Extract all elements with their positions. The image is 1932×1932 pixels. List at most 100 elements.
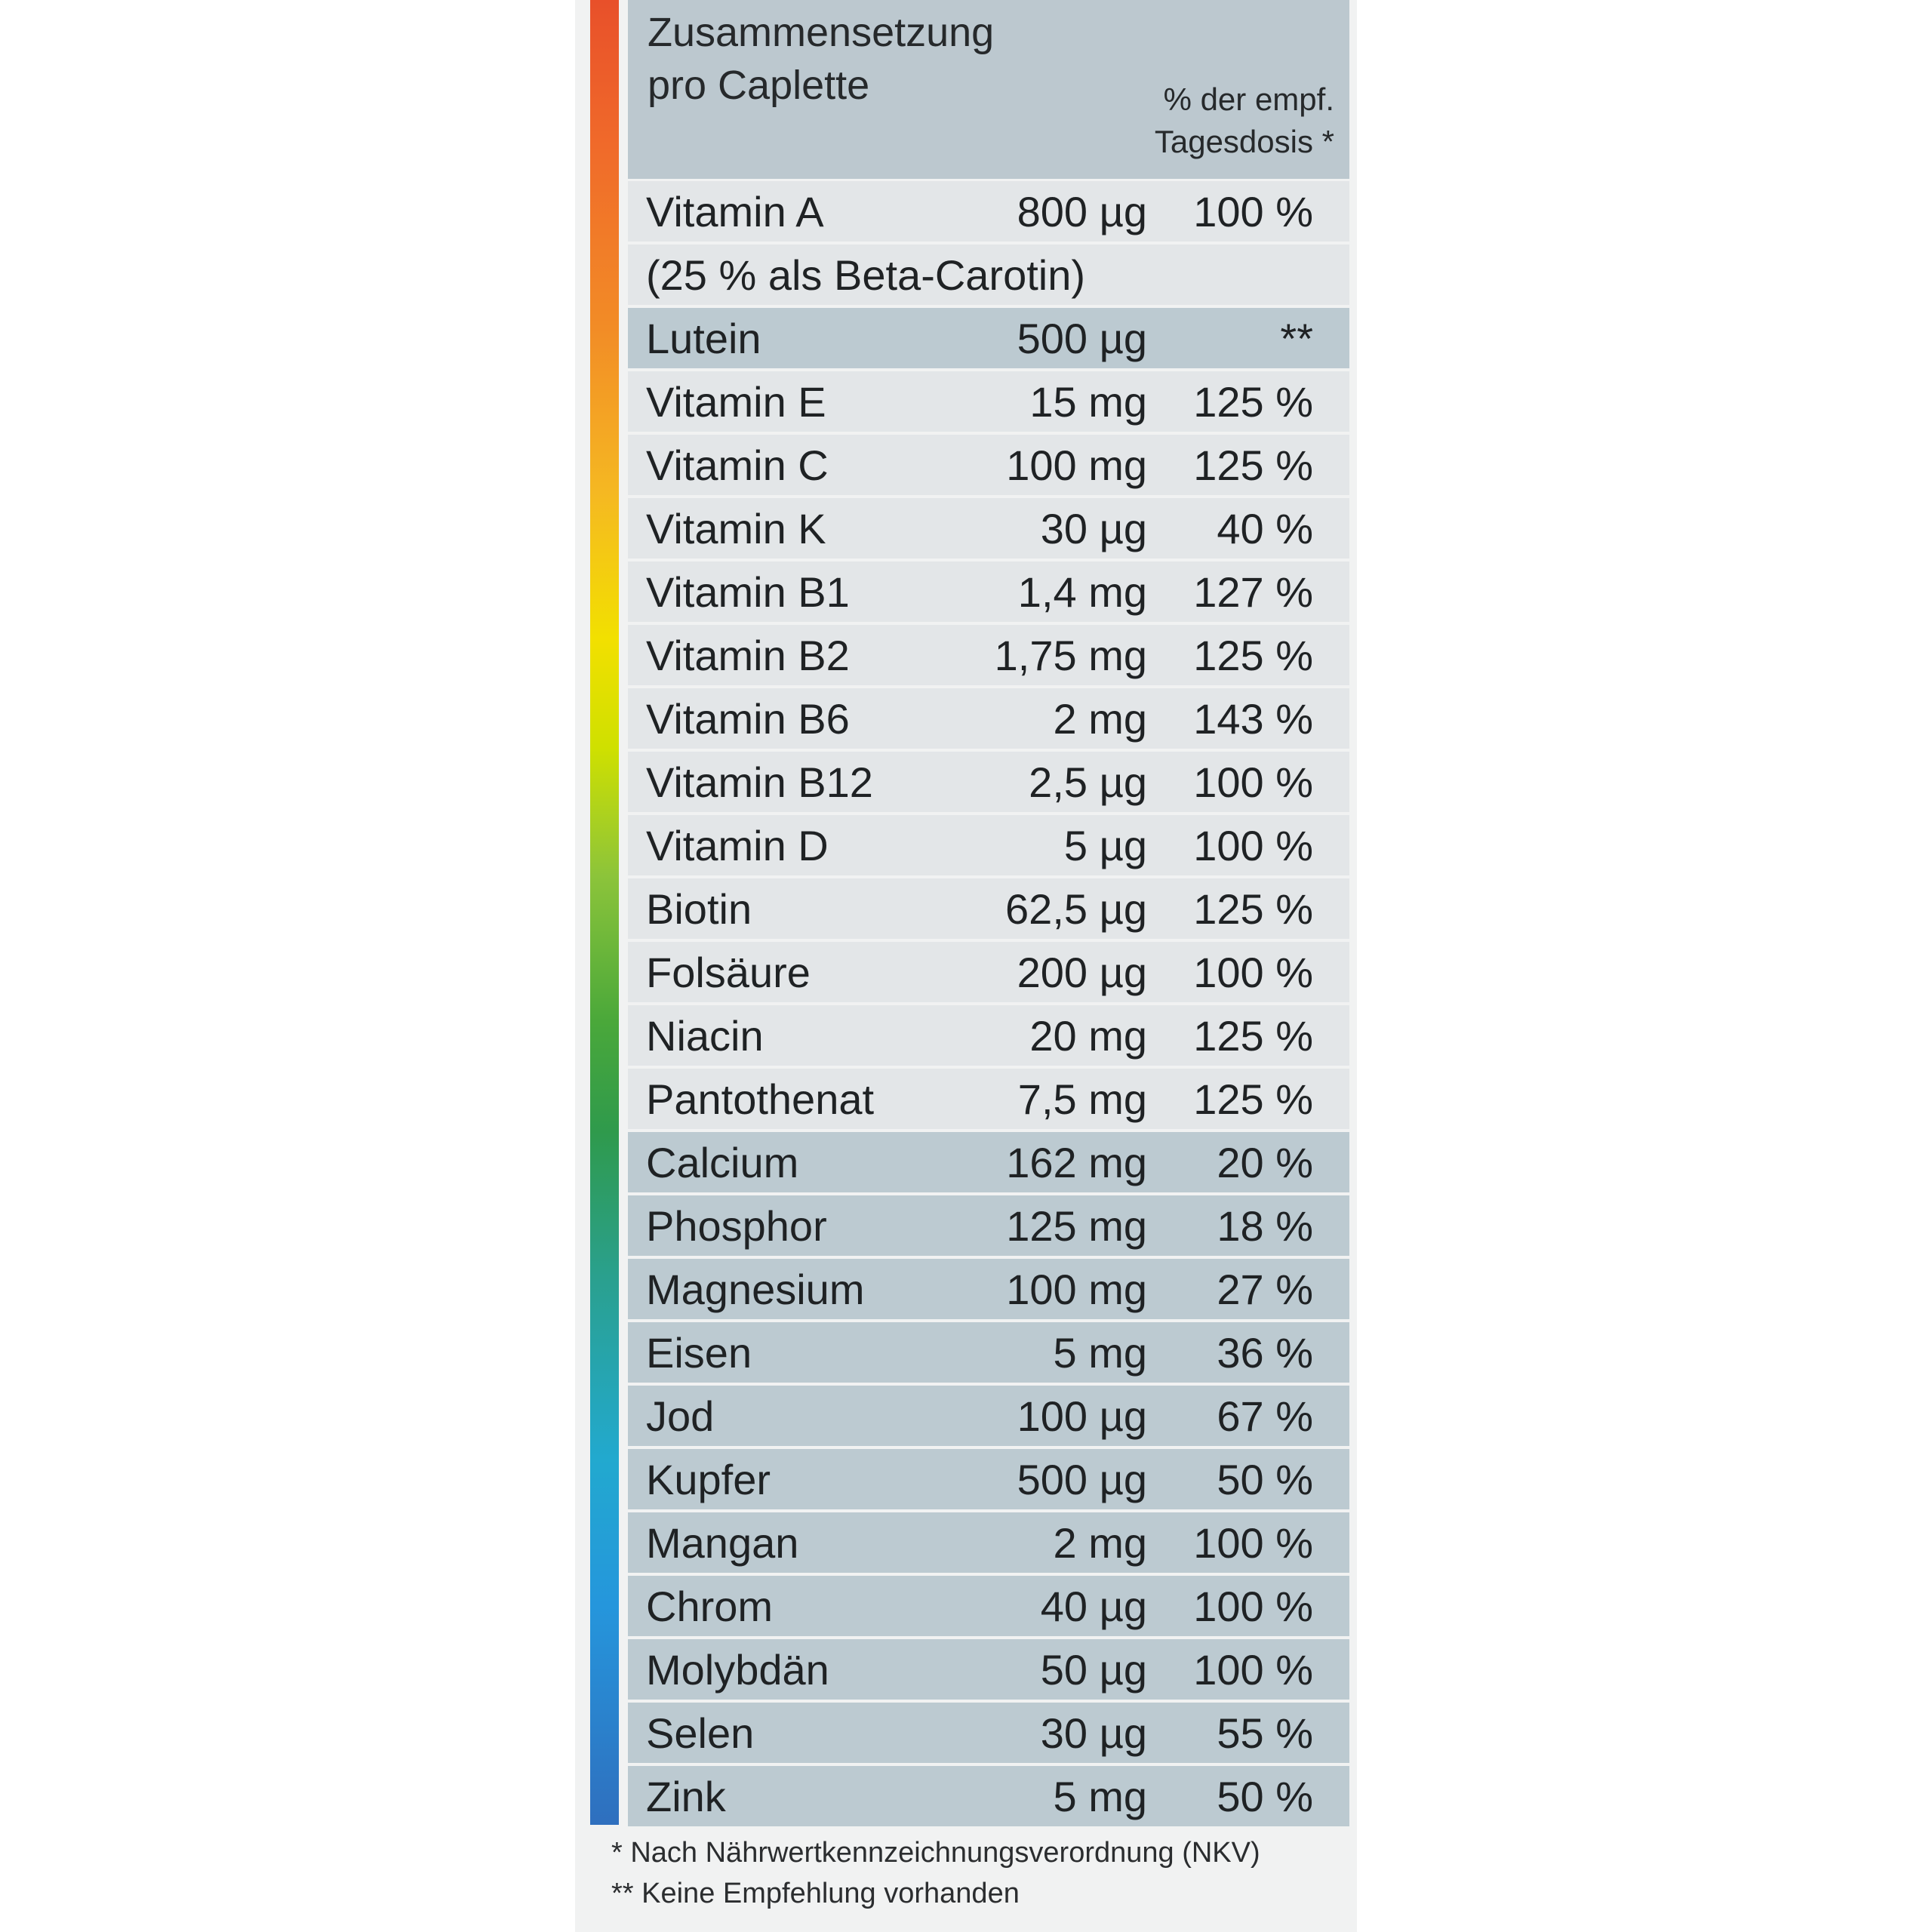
nutrient-amount: 100 µg	[1017, 1392, 1147, 1440]
nutrient-amount: 100 mg	[1006, 441, 1147, 489]
nutrient-name: Vitamin B6	[646, 695, 850, 743]
table-header: Zusammensetzung pro Caplette % der empf.…	[628, 0, 1349, 179]
table-row: Folsäure 200 µg 100 %	[628, 942, 1349, 1002]
nutrient-daily-value: 40 %	[1217, 505, 1313, 552]
nutrient-daily-value: 100 %	[1193, 1646, 1313, 1694]
nutrient-name: Vitamin C	[646, 441, 829, 489]
nutrient-daily-value: 143 %	[1193, 695, 1313, 743]
table-row: Pantothenat 7,5 mg 125 %	[628, 1069, 1349, 1129]
nutrient-amount: 100 mg	[1006, 1266, 1147, 1313]
nutrient-daily-value: 125 %	[1193, 1012, 1313, 1060]
nutrient-name: Vitamin B2	[646, 632, 850, 679]
nutrient-amount: 50 µg	[1040, 1646, 1147, 1694]
table-row: Vitamin K 30 µg 40 %	[628, 498, 1349, 558]
table-row: Vitamin D 5 µg 100 %	[628, 815, 1349, 875]
nutrient-daily-value: 36 %	[1217, 1329, 1313, 1377]
table-row: (25 % als Beta-Carotin)	[628, 245, 1349, 305]
nutrient-amount: 200 µg	[1017, 949, 1147, 996]
nutrient-amount: 40 µg	[1040, 1583, 1147, 1630]
table-row: Vitamin B6 2 mg 143 %	[628, 688, 1349, 749]
nutrient-name: Molybdän	[646, 1646, 829, 1694]
table-row: Molybdän 50 µg 100 %	[628, 1639, 1349, 1700]
nutrient-name: Jod	[646, 1392, 715, 1440]
nutrient-name: Magnesium	[646, 1266, 865, 1313]
nutrient-daily-value: 27 %	[1217, 1266, 1313, 1313]
nutrient-name: Biotin	[646, 885, 752, 933]
title-line-2: pro Caplette	[648, 63, 870, 108]
nutrient-amount: 7,5 mg	[1017, 1075, 1147, 1123]
nutrient-daily-value: 125 %	[1193, 441, 1313, 489]
nutrient-name: Folsäure	[646, 949, 811, 996]
nutrient-amount: 20 mg	[1029, 1012, 1147, 1060]
nutrient-amount: 5 mg	[1053, 1329, 1148, 1377]
table-row: Calcium 162 mg 20 %	[628, 1132, 1349, 1192]
table-row: Phosphor 125 mg 18 %	[628, 1195, 1349, 1256]
nutrient-name: Vitamin B12	[646, 758, 873, 806]
nutrient-amount: 500 µg	[1017, 1456, 1147, 1503]
table-row: Chrom 40 µg 100 %	[628, 1576, 1349, 1636]
nutrient-name: Vitamin D	[646, 822, 829, 869]
nutrient-daily-value: 125 %	[1193, 1075, 1313, 1123]
table-row: Zink 5 mg 50 %	[628, 1766, 1349, 1826]
table-row: Vitamin C 100 mg 125 %	[628, 435, 1349, 495]
nutrient-name: Vitamin A	[646, 188, 824, 235]
nutrient-daily-value: 100 %	[1193, 1583, 1313, 1630]
nutrient-daily-value: 125 %	[1193, 885, 1313, 933]
table-row: Niacin 20 mg 125 %	[628, 1005, 1349, 1066]
table-row: Vitamin A 800 µg 100 %	[628, 181, 1349, 242]
nutrient-amount: 2,5 µg	[1029, 758, 1147, 806]
nutrient-daily-value: 100 %	[1193, 758, 1313, 806]
nutrient-name: Zink	[646, 1773, 726, 1820]
nutrient-amount: 162 mg	[1006, 1139, 1147, 1186]
nutrient-amount: 500 µg	[1017, 315, 1147, 362]
nutrient-name: Phosphor	[646, 1202, 827, 1250]
nutrient-amount: 800 µg	[1017, 188, 1147, 235]
nutrient-name: Pantothenat	[646, 1075, 875, 1123]
table-row: Vitamin B12 2,5 µg 100 %	[628, 752, 1349, 812]
title-line-1: Zusammensetzung	[648, 10, 995, 55]
nutrient-amount: 5 mg	[1053, 1773, 1148, 1820]
nutrient-amount: 62,5 µg	[1005, 885, 1147, 933]
nutrient-daily-value: 50 %	[1217, 1773, 1313, 1820]
table-row: Lutein 500 µg **	[628, 308, 1349, 368]
nutrient-amount: 2 mg	[1053, 1519, 1148, 1567]
nutrient-name: Niacin	[646, 1012, 764, 1060]
nutrient-name: Kupfer	[646, 1456, 771, 1503]
nutrient-daily-value: 127 %	[1193, 568, 1313, 616]
nutrient-daily-value: 100 %	[1193, 188, 1313, 235]
footnotes: * Nach Nährwertkennzeichnungsverordnung …	[611, 1832, 1260, 1914]
table-row: Biotin 62,5 µg 125 %	[628, 878, 1349, 939]
nutrient-name: Vitamin B1	[646, 568, 850, 616]
nutrient-name: Eisen	[646, 1329, 752, 1377]
nutrient-amount: 125 mg	[1006, 1202, 1147, 1250]
nutrient-daily-value: 125 %	[1193, 378, 1313, 426]
nutrient-name: Vitamin K	[646, 505, 826, 552]
nutrient-amount: 5 µg	[1063, 822, 1147, 869]
nutrient-amount: 30 µg	[1040, 1709, 1147, 1757]
table-row: Magnesium 100 mg 27 %	[628, 1259, 1349, 1319]
rainbow-stripe	[590, 0, 619, 1825]
nutrient-daily-value: 100 %	[1193, 949, 1313, 996]
table-row: Vitamin B2 1,75 mg 125 %	[628, 625, 1349, 685]
nutrient-name: Mangan	[646, 1519, 799, 1567]
nutrient-amount: 1,4 mg	[1017, 568, 1147, 616]
nutrient-amount: 15 mg	[1029, 378, 1147, 426]
nutrient-name: Selen	[646, 1709, 755, 1757]
nutrient-daily-value: 125 %	[1193, 632, 1313, 679]
daily-value-header: % der empf. Tagesdosis *	[1155, 78, 1334, 163]
nutrient-daily-value: 55 %	[1217, 1709, 1313, 1757]
table-row: Vitamin E 15 mg 125 %	[628, 371, 1349, 432]
nutrient-name: Lutein	[646, 315, 761, 362]
dv-header-line-1: % der empf.	[1163, 82, 1334, 117]
table-row: Vitamin B1 1,4 mg 127 %	[628, 561, 1349, 622]
nutrient-daily-value: 100 %	[1193, 822, 1313, 869]
table-title: Zusammensetzung pro Caplette	[648, 6, 994, 112]
nutrient-daily-value: 100 %	[1193, 1519, 1313, 1567]
table-row: Mangan 2 mg 100 %	[628, 1512, 1349, 1573]
nutrient-amount: 1,75 mg	[994, 632, 1147, 679]
footnote-nkv: * Nach Nährwertkennzeichnungsverordnung …	[611, 1837, 1260, 1869]
table-row: Kupfer 500 µg 50 %	[628, 1449, 1349, 1509]
nutrient-name: Calcium	[646, 1139, 799, 1186]
nutrient-table: Vitamin A 800 µg 100 % (25 % als Beta-Carot…	[628, 181, 1349, 1829]
nutrient-daily-value: 20 %	[1217, 1139, 1313, 1186]
